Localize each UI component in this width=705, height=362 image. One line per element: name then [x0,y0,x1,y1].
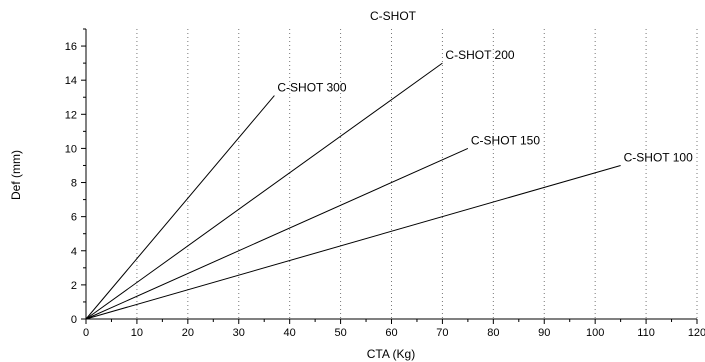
chart-title: C-SHOT [370,9,417,23]
series-line [85,147,469,320]
x-axis-title: CTA (Kg) [367,347,415,361]
y-tick-label: 16 [65,41,77,53]
x-tick-label: 90 [538,327,550,339]
x-tick-label: 20 [182,327,194,339]
y-tick-label: 0 [71,314,77,326]
x-tick-label: 100 [586,327,604,339]
x-axis: 0 10 20 30 40 50 60 70 80 90 100 110 120 [83,318,705,339]
x-tick-label: 110 [637,327,655,339]
y-tick-label: 12 [65,109,77,121]
x-tick-label: 30 [233,327,245,339]
series-line [85,95,275,320]
x-tick-label: 40 [284,327,296,339]
grid [136,29,698,319]
y-tick-label: 14 [65,75,77,87]
series-group: C-SHOT 300 C-SHOT 200 C-SHOT 150 C-SHOT 100 [85,48,693,320]
y-axis-title: Def (mm) [9,150,23,200]
series-line [85,62,443,320]
x-tick-label: 50 [334,327,346,339]
series-label: C-SHOT 200 [445,48,514,62]
series-label: C-SHOT 150 [471,133,540,147]
y-tick-label: 10 [65,143,77,155]
y-tick-label: 8 [71,178,77,190]
y-tick-label: 6 [71,212,77,224]
x-tick-label: 80 [487,327,499,339]
x-tick-label: 120 [688,327,705,339]
x-tick-label: 60 [385,327,397,339]
x-tick-label: 10 [131,327,143,339]
series-label: C-SHOT 100 [624,150,693,164]
x-tick-label: 70 [436,327,448,339]
y-tick-label: 4 [71,246,77,258]
y-tick-label: 2 [71,280,77,292]
y-axis: 0 2 4 6 8 10 12 14 16 [65,28,87,326]
series-label: C-SHOT 300 [277,81,346,95]
series-line [85,164,621,320]
x-tick-label: 0 [83,327,89,339]
